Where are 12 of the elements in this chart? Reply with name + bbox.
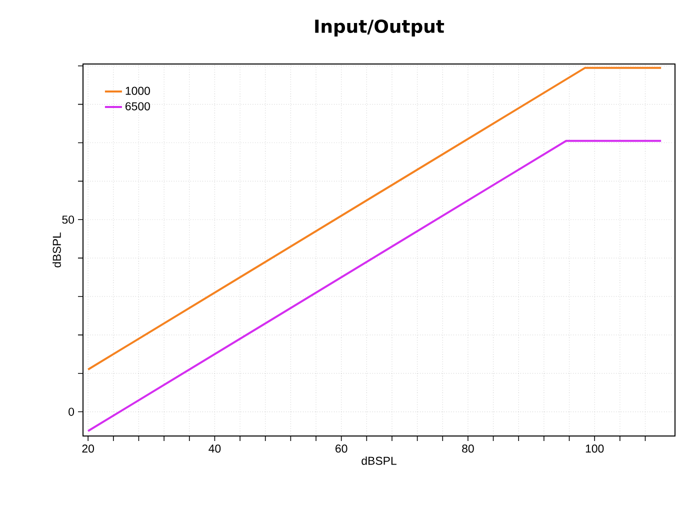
x-tick-label: 40 bbox=[208, 444, 221, 453]
x-axis-title: dBSPL bbox=[362, 456, 396, 465]
legend-label: 1000 bbox=[126, 86, 150, 95]
y-axis-title: dBSPL bbox=[52, 232, 61, 268]
x-tick-label: 80 bbox=[462, 444, 474, 453]
chart-title: Input/Output bbox=[315, 19, 444, 37]
y-tick-label: 50 bbox=[62, 216, 74, 224]
legend-label: 6500 bbox=[126, 102, 150, 110]
x-tick-label: 20 bbox=[82, 444, 94, 453]
y-tick-label: 0 bbox=[68, 408, 74, 416]
x-tick-label: 60 bbox=[336, 444, 348, 453]
x-tick-label: 100 bbox=[586, 444, 604, 453]
